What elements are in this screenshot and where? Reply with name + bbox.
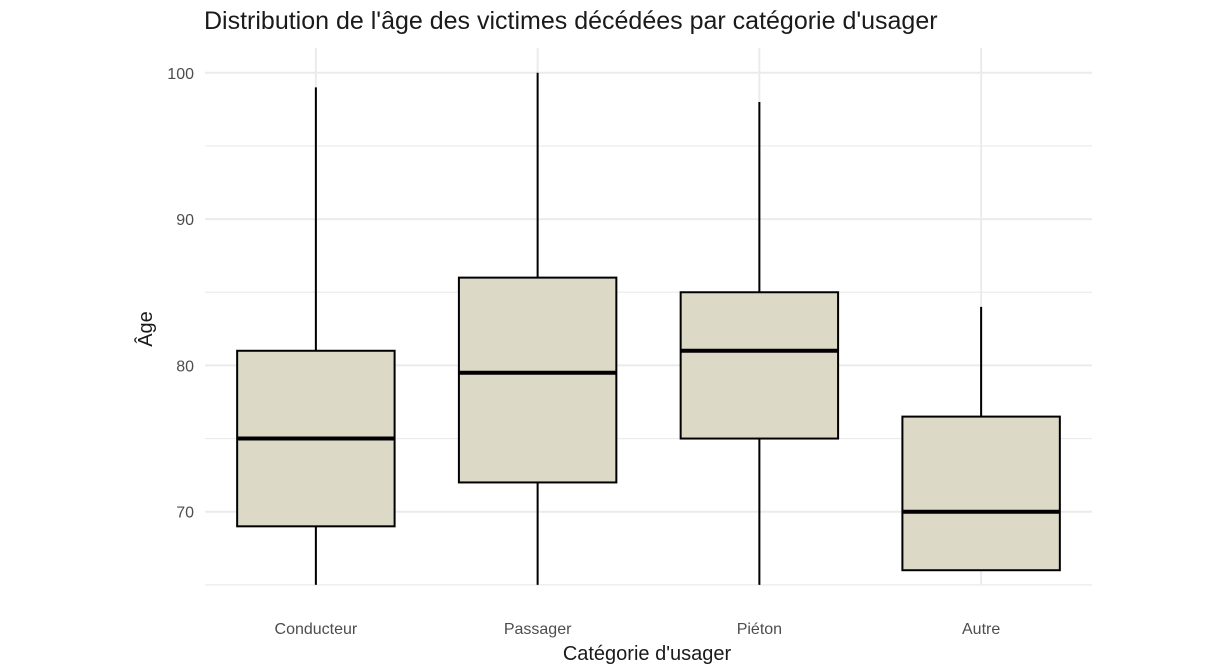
x-axis-ticks: Conducteur Passager Piéton Autre <box>275 621 1001 638</box>
box-series <box>236 72 1061 585</box>
box-iqr <box>679 291 840 440</box>
chart-title: Distribution de l'âge des victimes décéd… <box>204 7 938 35</box>
x-tick-label: Passager <box>504 621 572 638</box>
x-tick-label: Autre <box>962 621 1000 638</box>
box-group <box>236 87 396 585</box>
x-tick-label: Conducteur <box>275 621 358 638</box>
box-group <box>679 102 840 585</box>
box-iqr <box>457 276 618 484</box>
y-tick-label: 70 <box>176 505 194 522</box>
box-group <box>901 306 1061 572</box>
y-axis-ticks: 70 80 90 100 <box>167 66 194 522</box>
y-tick-label: 90 <box>176 212 194 229</box>
x-tick-label: Piéton <box>737 621 782 638</box>
y-tick-label: 100 <box>167 66 194 83</box>
x-axis-title: Catégorie d'usager <box>563 643 732 665</box>
y-tick-label: 80 <box>176 358 194 375</box>
y-axis-title: Âge <box>134 311 157 347</box>
box-iqr <box>901 415 1061 572</box>
box-group <box>457 72 618 585</box>
